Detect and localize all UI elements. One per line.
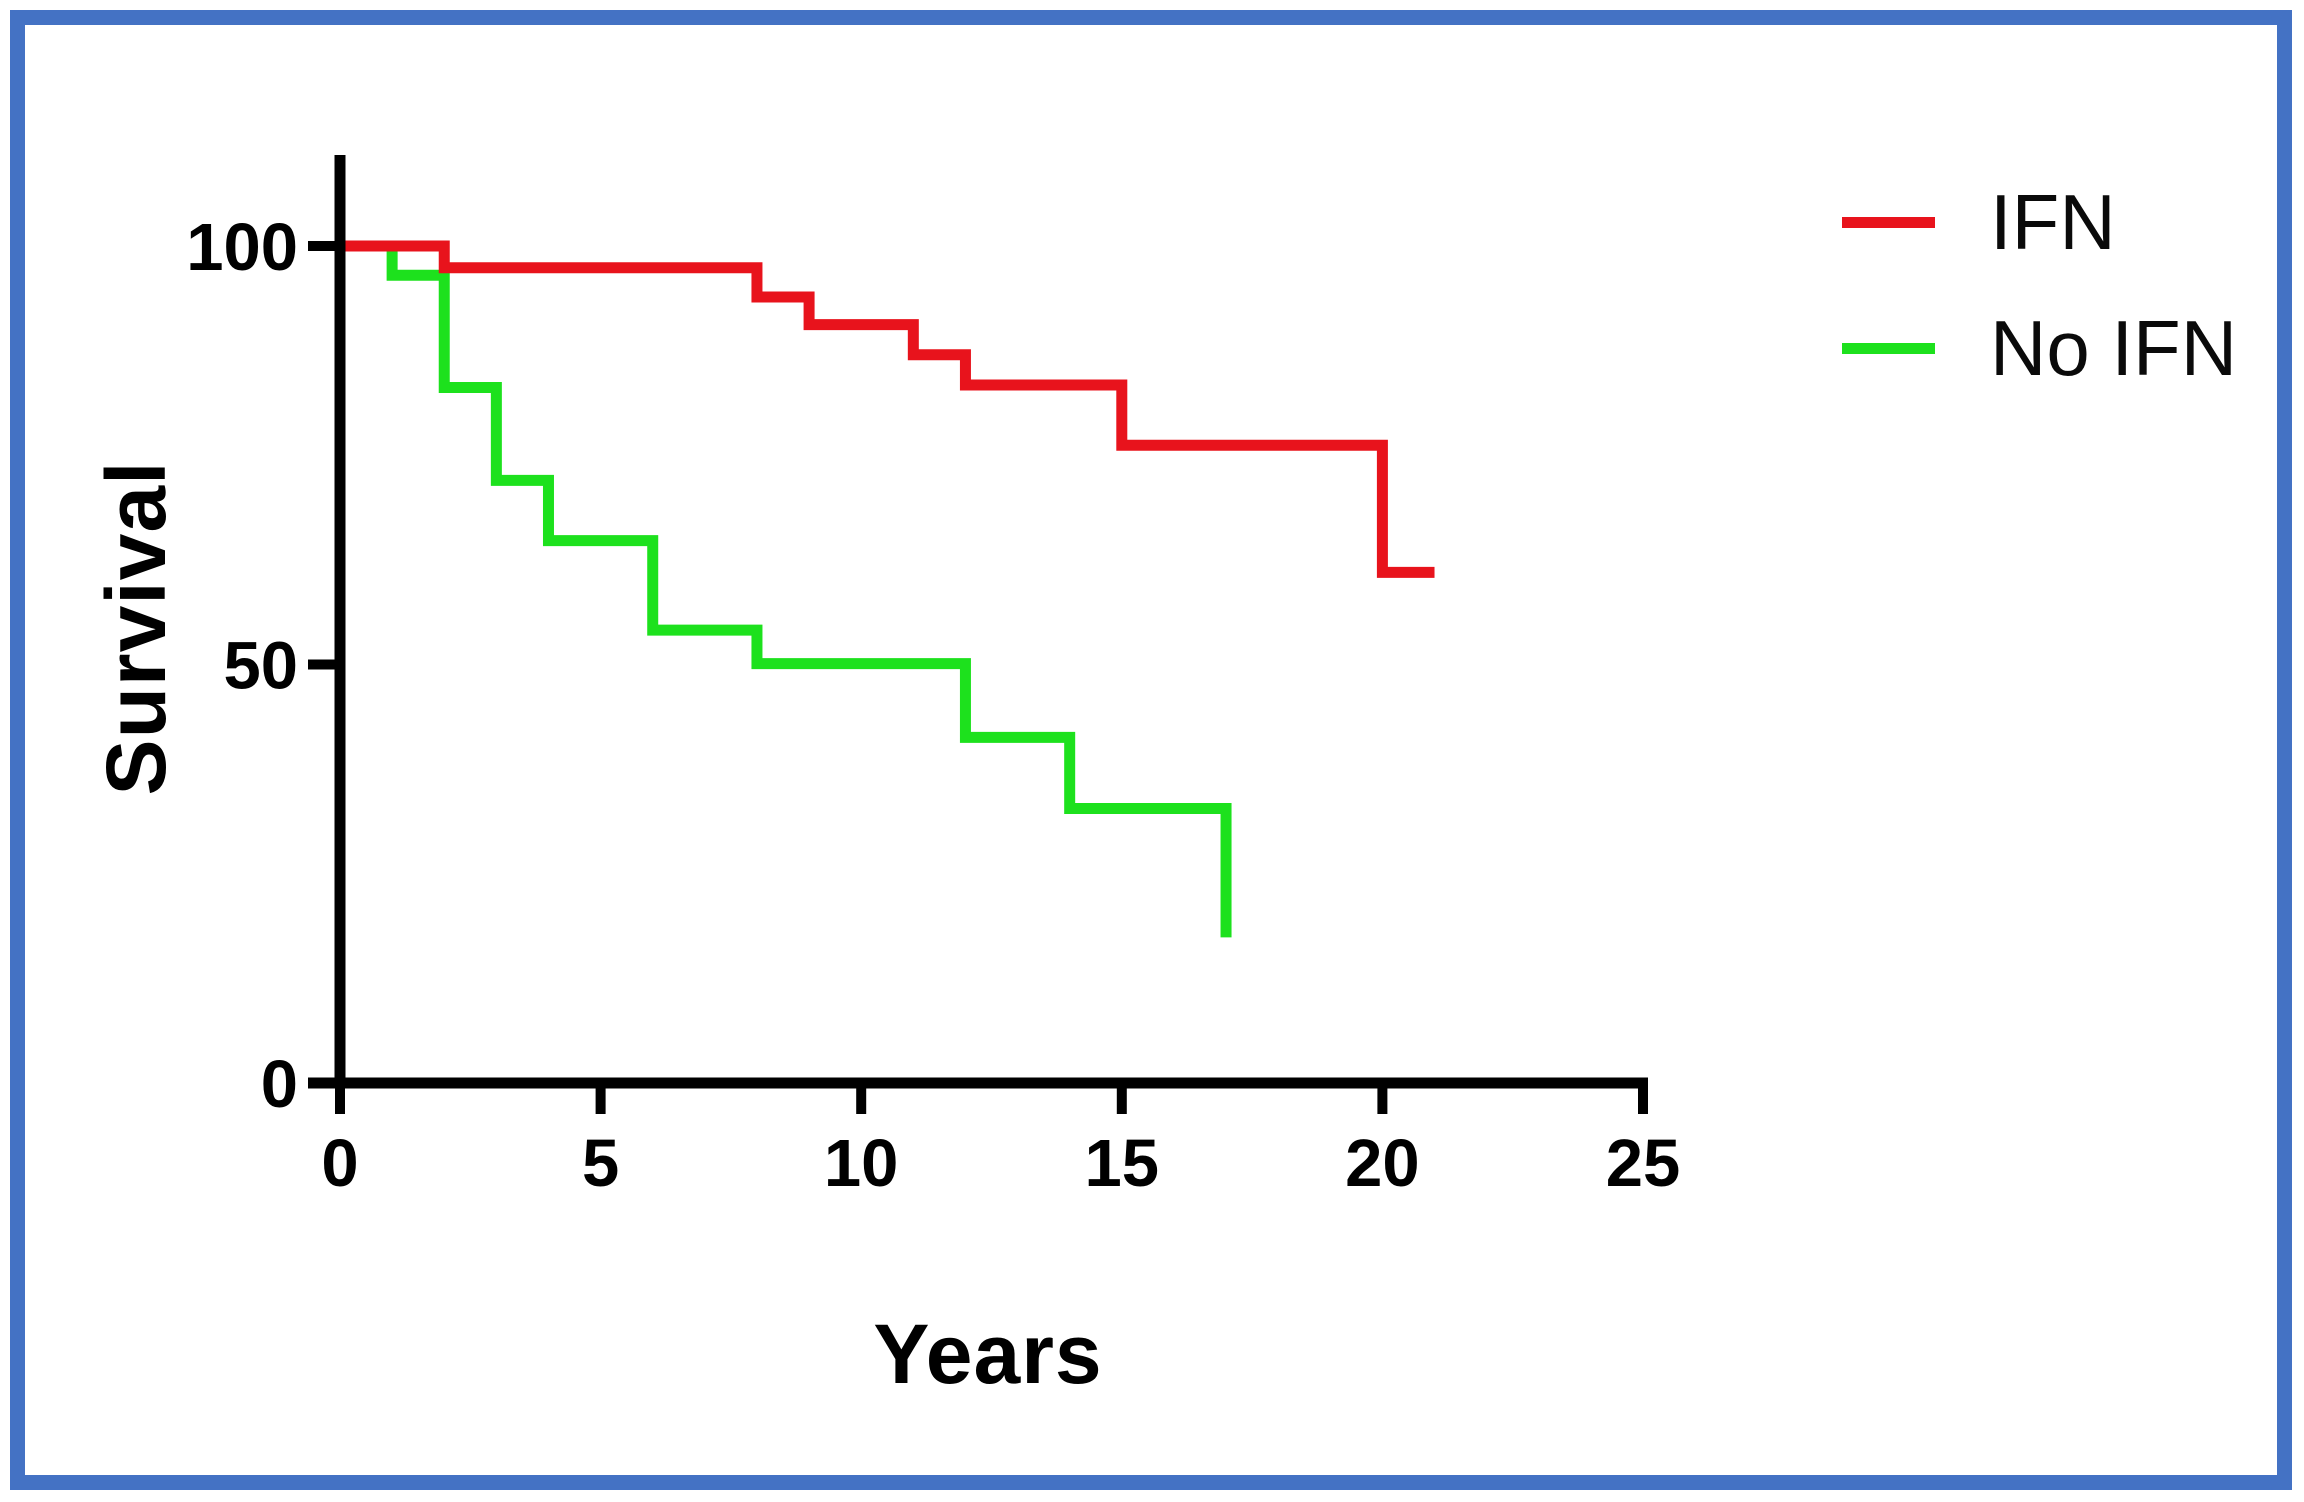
y-tick-label-50: 50 bbox=[223, 629, 298, 704]
legend-item-ifn: IFN bbox=[1842, 168, 2237, 276]
ifn-line-swatch bbox=[1842, 216, 1935, 228]
legend-label-no-ifn: No IFN bbox=[1990, 304, 2238, 392]
x-tick-label-5: 5 bbox=[582, 1126, 619, 1201]
legend-label-ifn: IFN bbox=[1990, 178, 2116, 266]
y-tick-label-100: 100 bbox=[186, 210, 298, 285]
y-tick-label-0: 0 bbox=[261, 1047, 298, 1122]
x-tick-label-10: 10 bbox=[824, 1126, 899, 1201]
legend: IFN No IFN bbox=[1842, 168, 2237, 402]
x-tick-label-15: 15 bbox=[1085, 1126, 1160, 1201]
series-curve-ifn bbox=[340, 240, 1435, 578]
x-tick-label-25: 25 bbox=[1606, 1126, 1681, 1201]
y-axis-title: Survival bbox=[89, 460, 183, 796]
x-tick-label-0: 0 bbox=[321, 1126, 358, 1201]
series-curve-no-ifn bbox=[340, 240, 1232, 938]
x-tick-label-20: 20 bbox=[1345, 1126, 1420, 1201]
x-axis-title: Years bbox=[873, 1307, 1103, 1401]
legend-item-no-ifn: No IFN bbox=[1842, 294, 2237, 402]
no-ifn-line-swatch bbox=[1842, 342, 1935, 354]
